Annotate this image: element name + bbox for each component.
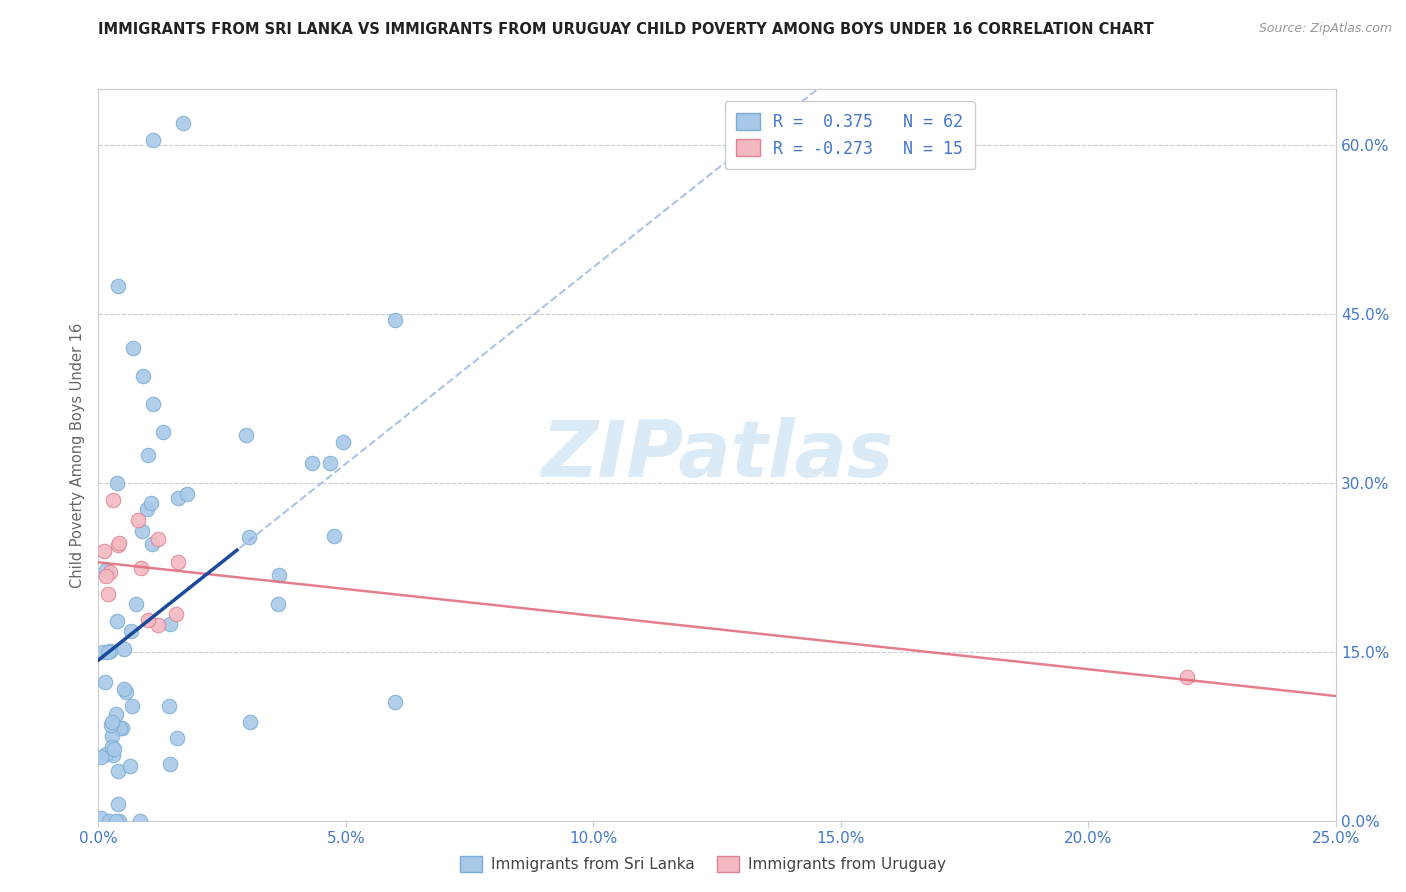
Point [267, 568, 290, 582]
Point [159, 756, 181, 771]
Point [131, 524, 153, 539]
Text: IMMIGRANTS FROM SRI LANKA VS IMMIGRANTS FROM URUGUAY CHILD POVERTY AMONG BOYS UN: IMMIGRANTS FROM SRI LANKA VS IMMIGRANTS … [98, 22, 1154, 37]
Point [1175, 670, 1198, 684]
Point [142, 397, 165, 411]
Point [132, 369, 155, 384]
Point [319, 457, 342, 471]
Point [139, 496, 162, 510]
Point [146, 618, 169, 632]
Point [93, 543, 115, 558]
Point [97, 587, 120, 601]
Point [238, 530, 260, 544]
Point [94, 569, 117, 583]
Point [127, 513, 149, 527]
Point [107, 279, 129, 293]
Point [97, 814, 120, 828]
Point [114, 684, 136, 698]
Y-axis label: Child Poverty Among Boys Under 16: Child Poverty Among Boys Under 16 [70, 322, 86, 588]
Point [157, 699, 180, 714]
Point [91, 645, 114, 659]
Point [105, 614, 128, 628]
Point [101, 715, 124, 730]
Point [141, 537, 163, 551]
Point [135, 502, 157, 516]
Point [103, 492, 125, 507]
Text: ZIPatlas: ZIPatlas [541, 417, 893, 493]
Point [100, 718, 122, 732]
Point [384, 313, 406, 327]
Point [159, 617, 181, 632]
Point [108, 814, 131, 828]
Point [142, 133, 165, 147]
Point [120, 624, 142, 638]
Point [105, 814, 128, 828]
Legend: R =  0.375   N = 62, R = -0.273   N = 15: R = 0.375 N = 62, R = -0.273 N = 15 [724, 101, 974, 169]
Point [94, 747, 117, 761]
Point [111, 721, 134, 735]
Point [94, 674, 117, 689]
Point [90, 749, 112, 764]
Point [301, 456, 323, 470]
Point [101, 747, 124, 762]
Point [267, 597, 290, 611]
Point [129, 561, 152, 575]
Point [98, 644, 121, 658]
Point [101, 740, 124, 755]
Point [98, 566, 121, 580]
Point [332, 435, 354, 450]
Point [107, 538, 129, 552]
Point [122, 341, 145, 355]
Point [172, 116, 194, 130]
Point [121, 699, 143, 714]
Point [165, 607, 187, 621]
Point [105, 476, 128, 491]
Point [128, 814, 150, 828]
Point [97, 645, 120, 659]
Point [90, 811, 112, 825]
Point [384, 696, 406, 710]
Point [152, 425, 174, 440]
Legend: Immigrants from Sri Lanka, Immigrants from Uruguay: Immigrants from Sri Lanka, Immigrants fr… [453, 848, 953, 880]
Point [96, 563, 118, 577]
Point [322, 529, 344, 543]
Point [136, 613, 159, 627]
Point [103, 742, 125, 756]
Point [146, 533, 169, 547]
Point [235, 427, 257, 442]
Point [107, 764, 129, 778]
Point [176, 487, 198, 501]
Point [166, 731, 188, 745]
Point [112, 642, 135, 657]
Point [125, 597, 148, 611]
Point [110, 721, 132, 735]
Point [107, 797, 129, 811]
Point [101, 729, 124, 743]
Point [136, 448, 159, 462]
Point [166, 555, 188, 569]
Point [239, 714, 262, 729]
Point [105, 706, 128, 721]
Text: Source: ZipAtlas.com: Source: ZipAtlas.com [1258, 22, 1392, 36]
Point [167, 491, 190, 505]
Point [108, 535, 131, 549]
Point [120, 759, 142, 773]
Point [112, 681, 135, 696]
